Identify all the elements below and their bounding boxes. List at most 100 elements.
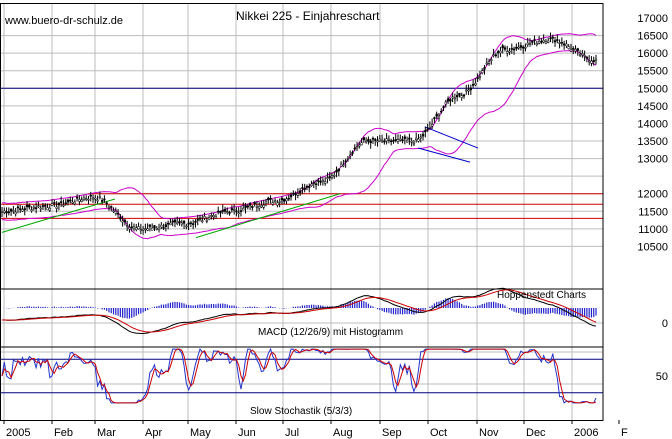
candle-body bbox=[471, 84, 475, 86]
candle-body bbox=[392, 140, 395, 142]
candle-body bbox=[396, 139, 400, 142]
candle-body bbox=[462, 94, 466, 97]
candle-body bbox=[594, 58, 598, 61]
candle-body bbox=[19, 208, 22, 210]
x-tick-label: Aug bbox=[333, 427, 353, 439]
chart-title: Nikkei 225 - Einjahreschart bbox=[236, 9, 380, 23]
x-tick-label: Oct bbox=[430, 427, 447, 439]
candle-body bbox=[155, 228, 158, 230]
candle-body bbox=[508, 50, 511, 53]
candle-body bbox=[569, 49, 573, 52]
candle-body bbox=[574, 49, 577, 52]
candle-body bbox=[519, 45, 523, 48]
candle-body bbox=[9, 208, 13, 212]
candle-body bbox=[50, 203, 54, 206]
x-tick-label: Sep bbox=[382, 427, 402, 439]
candle-body bbox=[442, 106, 445, 108]
candle-body bbox=[524, 46, 527, 49]
candle-body bbox=[260, 205, 263, 208]
candle-body bbox=[180, 222, 183, 225]
candle-body bbox=[369, 140, 372, 144]
candle-body bbox=[262, 204, 265, 208]
candle-body bbox=[383, 140, 386, 143]
candle-body bbox=[540, 41, 543, 43]
candle-body bbox=[232, 208, 236, 211]
candle-body bbox=[269, 198, 272, 200]
candle-body bbox=[551, 36, 554, 39]
candle-body bbox=[132, 226, 136, 229]
candle-body bbox=[223, 209, 227, 212]
candle-body bbox=[53, 202, 56, 204]
candle-body bbox=[34, 207, 38, 209]
candle-body bbox=[487, 61, 491, 64]
candle-body bbox=[378, 138, 381, 142]
candle-body bbox=[146, 228, 149, 231]
candle-body bbox=[310, 183, 313, 186]
candle-body bbox=[467, 89, 470, 92]
candle-body bbox=[12, 210, 15, 212]
candle-body bbox=[123, 219, 127, 223]
x-tick-label: May bbox=[190, 427, 211, 439]
x-tick-label: Feb bbox=[54, 427, 73, 439]
candle-body bbox=[301, 187, 304, 189]
candle-body bbox=[558, 42, 561, 44]
candle-body bbox=[148, 224, 152, 227]
macd-y-tick-label: 0 bbox=[662, 318, 668, 330]
channel-upper bbox=[424, 126, 479, 149]
trendline-2 bbox=[195, 193, 341, 239]
candle-body bbox=[60, 201, 63, 203]
candle-body bbox=[321, 179, 325, 182]
candle-body bbox=[91, 197, 95, 200]
macd-title: MACD (12/26/9) mit Histogramm bbox=[258, 327, 403, 338]
candle-body bbox=[333, 174, 336, 177]
candle-body bbox=[451, 96, 454, 99]
candle-body bbox=[258, 206, 261, 209]
candle-body bbox=[351, 152, 354, 154]
y-tick-label: 10500 bbox=[637, 241, 668, 253]
candle-body bbox=[189, 222, 193, 225]
candle-body bbox=[549, 37, 552, 40]
candle-body bbox=[576, 48, 579, 51]
candle-body bbox=[533, 39, 536, 41]
candle-body bbox=[360, 142, 363, 146]
bollinger-lower bbox=[1, 50, 597, 240]
candle-body bbox=[547, 40, 550, 43]
candle-body bbox=[367, 138, 370, 142]
x-tick-label: Jun bbox=[238, 427, 256, 439]
candle-body bbox=[89, 194, 92, 197]
candle-body bbox=[349, 154, 352, 157]
candle-body bbox=[28, 205, 31, 208]
candle-body bbox=[294, 193, 297, 196]
candle-body bbox=[37, 205, 40, 207]
candle-body bbox=[553, 40, 557, 43]
candle-body bbox=[30, 209, 33, 212]
candle-body bbox=[264, 201, 268, 204]
candle-body bbox=[437, 115, 441, 119]
candle-body bbox=[235, 210, 238, 213]
candle-body bbox=[501, 45, 504, 49]
candle-body bbox=[456, 95, 459, 98]
candle-body bbox=[98, 196, 102, 199]
candle-body bbox=[358, 144, 361, 147]
grid bbox=[0, 3, 603, 420]
candle-body bbox=[572, 48, 575, 50]
candle-body bbox=[119, 216, 122, 220]
x-tick-label: Nov bbox=[479, 427, 499, 439]
candle-body bbox=[326, 177, 329, 179]
candle-body bbox=[353, 147, 356, 150]
y-tick-label: 13000 bbox=[637, 154, 668, 166]
candle-body bbox=[469, 87, 472, 91]
candle-body bbox=[296, 193, 300, 196]
candle-body bbox=[192, 223, 195, 225]
candle-body bbox=[405, 140, 409, 143]
candle-body bbox=[449, 99, 452, 102]
candle-body bbox=[337, 168, 340, 172]
candle-body bbox=[585, 56, 589, 59]
x-tick-label: 2006 bbox=[574, 427, 598, 439]
candle-body bbox=[151, 227, 154, 231]
candle-body bbox=[198, 217, 202, 220]
candle-body bbox=[588, 60, 591, 63]
candle-body bbox=[528, 43, 532, 45]
candle-body bbox=[239, 210, 243, 212]
